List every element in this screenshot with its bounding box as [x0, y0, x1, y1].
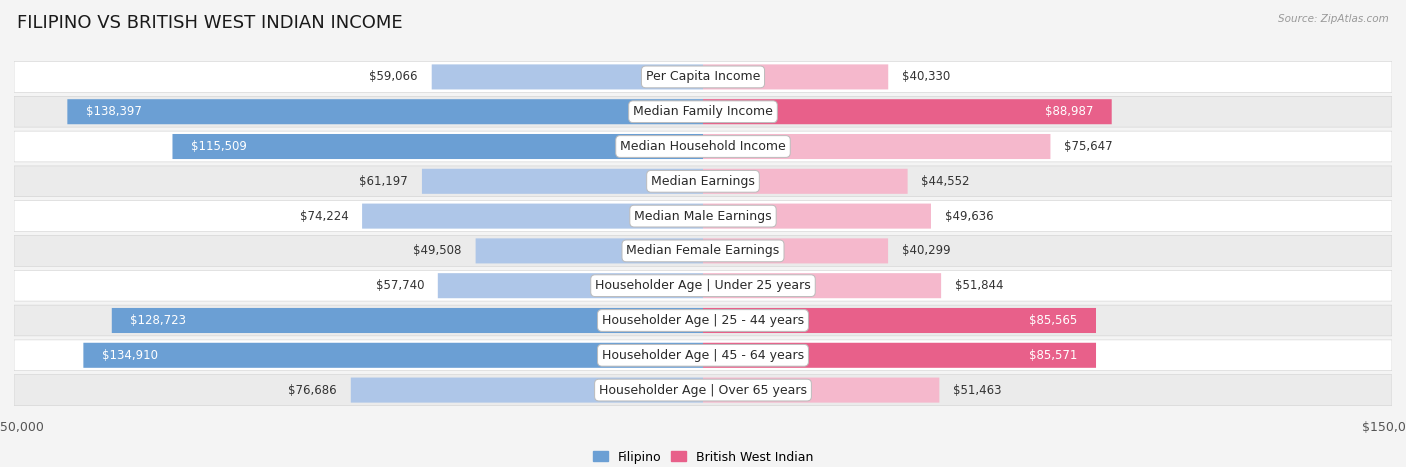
Text: $74,224: $74,224: [299, 210, 349, 223]
Text: Per Capita Income: Per Capita Income: [645, 71, 761, 84]
Text: $88,987: $88,987: [1045, 105, 1094, 118]
Text: Householder Age | 45 - 64 years: Householder Age | 45 - 64 years: [602, 349, 804, 362]
Text: $75,647: $75,647: [1064, 140, 1112, 153]
FancyBboxPatch shape: [350, 377, 703, 403]
Text: $128,723: $128,723: [131, 314, 186, 327]
FancyBboxPatch shape: [437, 273, 703, 298]
Text: $57,740: $57,740: [375, 279, 425, 292]
FancyBboxPatch shape: [67, 99, 703, 124]
Text: $51,463: $51,463: [953, 383, 1001, 396]
FancyBboxPatch shape: [363, 204, 703, 229]
FancyBboxPatch shape: [703, 64, 889, 90]
Text: $85,565: $85,565: [1029, 314, 1077, 327]
FancyBboxPatch shape: [173, 134, 703, 159]
FancyBboxPatch shape: [703, 377, 939, 403]
FancyBboxPatch shape: [14, 131, 1392, 162]
Text: $40,299: $40,299: [901, 244, 950, 257]
Text: Source: ZipAtlas.com: Source: ZipAtlas.com: [1278, 14, 1389, 24]
FancyBboxPatch shape: [14, 270, 1392, 301]
FancyBboxPatch shape: [703, 204, 931, 229]
Text: Median Male Earnings: Median Male Earnings: [634, 210, 772, 223]
Text: Median Family Income: Median Family Income: [633, 105, 773, 118]
Text: $61,197: $61,197: [360, 175, 408, 188]
FancyBboxPatch shape: [14, 235, 1392, 266]
FancyBboxPatch shape: [14, 62, 1392, 92]
FancyBboxPatch shape: [14, 201, 1392, 232]
Text: $76,686: $76,686: [288, 383, 337, 396]
Text: Median Earnings: Median Earnings: [651, 175, 755, 188]
Text: FILIPINO VS BRITISH WEST INDIAN INCOME: FILIPINO VS BRITISH WEST INDIAN INCOME: [17, 14, 402, 32]
Legend: Filipino, British West Indian: Filipino, British West Indian: [588, 446, 818, 467]
FancyBboxPatch shape: [112, 308, 703, 333]
FancyBboxPatch shape: [14, 166, 1392, 197]
Text: $59,066: $59,066: [370, 71, 418, 84]
FancyBboxPatch shape: [703, 238, 889, 263]
FancyBboxPatch shape: [14, 375, 1392, 405]
FancyBboxPatch shape: [703, 134, 1050, 159]
Text: $115,509: $115,509: [191, 140, 246, 153]
FancyBboxPatch shape: [475, 238, 703, 263]
Text: Median Household Income: Median Household Income: [620, 140, 786, 153]
Text: $134,910: $134,910: [101, 349, 157, 362]
Text: $40,330: $40,330: [903, 71, 950, 84]
FancyBboxPatch shape: [14, 340, 1392, 371]
FancyBboxPatch shape: [703, 308, 1097, 333]
Text: $44,552: $44,552: [921, 175, 970, 188]
FancyBboxPatch shape: [703, 343, 1097, 368]
FancyBboxPatch shape: [703, 99, 1112, 124]
Text: Householder Age | Under 25 years: Householder Age | Under 25 years: [595, 279, 811, 292]
FancyBboxPatch shape: [422, 169, 703, 194]
Text: $138,397: $138,397: [86, 105, 142, 118]
FancyBboxPatch shape: [432, 64, 703, 90]
FancyBboxPatch shape: [14, 305, 1392, 336]
FancyBboxPatch shape: [83, 343, 703, 368]
FancyBboxPatch shape: [703, 273, 941, 298]
Text: Householder Age | 25 - 44 years: Householder Age | 25 - 44 years: [602, 314, 804, 327]
Text: $51,844: $51,844: [955, 279, 1004, 292]
FancyBboxPatch shape: [14, 96, 1392, 127]
Text: Householder Age | Over 65 years: Householder Age | Over 65 years: [599, 383, 807, 396]
Text: Median Female Earnings: Median Female Earnings: [627, 244, 779, 257]
Text: $85,571: $85,571: [1029, 349, 1077, 362]
Text: $49,508: $49,508: [413, 244, 461, 257]
Text: $49,636: $49,636: [945, 210, 994, 223]
FancyBboxPatch shape: [703, 169, 908, 194]
